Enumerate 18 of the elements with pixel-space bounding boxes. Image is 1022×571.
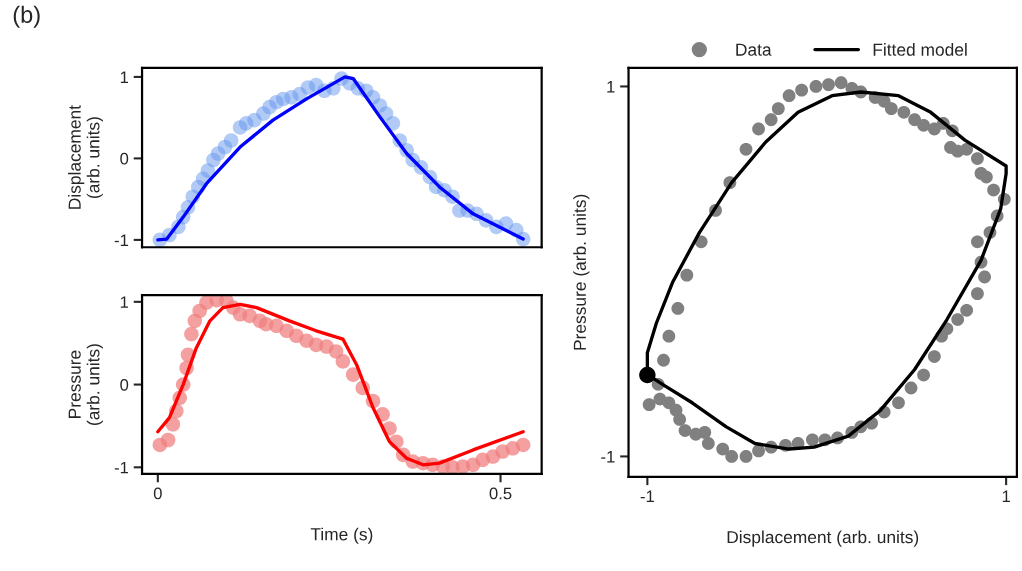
y-tick-label: 0	[120, 378, 129, 391]
x-tick-label: 0	[153, 487, 162, 500]
x-tick-label: 1	[1002, 490, 1010, 503]
y-tick-label: -1	[114, 461, 129, 474]
x-tick-label: 0.5	[489, 487, 512, 500]
legend-label: Data	[736, 43, 772, 56]
x-tick-label: -1	[640, 490, 654, 503]
x-axis-title: Displacement (arb. units)	[727, 530, 919, 547]
y-tick-label: 1	[120, 296, 129, 308]
y-axis-title: Displacement (arb. units)	[68, 105, 103, 209]
y-tick-label: -1	[114, 234, 129, 246]
y-axis-title: Pressure (arb. units)	[573, 194, 590, 350]
y-axis-title: Pressure (arb. units)	[68, 344, 103, 425]
y-tick-label: 0	[120, 152, 129, 165]
y-tick-label: 1	[120, 71, 129, 83]
legend-label: Fitted model	[873, 43, 967, 56]
text: (b)	[13, 5, 40, 28]
x-axis-title: Time (s)	[310, 527, 373, 544]
